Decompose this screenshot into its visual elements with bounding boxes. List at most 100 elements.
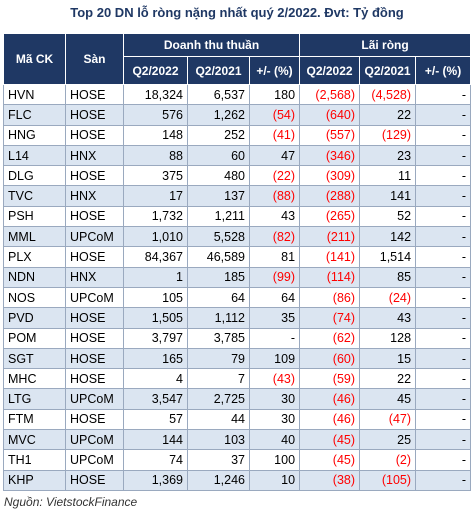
cell-np-q2-2022: (640) — [299, 104, 361, 126]
cell-exchange: UPCoM — [65, 429, 124, 451]
cell-np-q2-2022: (45) — [299, 449, 361, 471]
cell-rev-change: - — [248, 327, 301, 349]
cell-np-change: - — [415, 185, 472, 207]
cell-exchange: UPCoM — [65, 226, 124, 248]
table-row: TVC HNX 17 137 (88) (288) 141- — [3, 185, 472, 207]
loss-table: Mã CK Sàn Doanh thu thuần Lãi ròng Q2/20… — [3, 33, 472, 491]
cell-np-change: - — [415, 347, 472, 370]
table-row: NDN HNX 1 185 (99) (114) 85- — [3, 266, 472, 288]
table-row: HNG HOSE 148 252 (41) (557) (129) - — [3, 124, 472, 146]
cell-rev-q2-2022: 57 — [123, 408, 188, 431]
cell-np-change: - — [415, 469, 472, 491]
header-code: Mã CK — [3, 33, 66, 85]
cell-code: FTM — [3, 408, 66, 431]
cell-rev-change: (43) — [248, 368, 301, 390]
cell-np-q2-2022: (288) — [299, 185, 361, 207]
cell-rev-q2-2021: 37 — [187, 449, 250, 471]
cell-code: PLX — [3, 246, 66, 268]
cell-code: TVC — [3, 185, 66, 207]
cell-rev-q2-2022: 1,732 — [123, 205, 188, 228]
cell-rev-q2-2022: 1,369 — [123, 469, 188, 491]
table-body: HVN HOSE 18,324 6,537 180 (2,568) (4,528) - FLC H… — [3, 83, 472, 491]
cell-np-change: - — [415, 144, 472, 167]
cell-code: KHP — [3, 469, 66, 491]
cell-rev-change: 81 — [248, 246, 301, 268]
cell-np-q2-2021: 11 — [359, 165, 417, 187]
cell-rev-change: 109 — [248, 347, 301, 370]
header-profit-group: Lãi ròng — [299, 33, 472, 57]
cell-np-q2-2022: (62) — [299, 327, 361, 349]
cell-rev-change: 100 — [248, 449, 301, 471]
cell-np-change: - — [415, 165, 472, 187]
table-row: FTM HOSE 57 44 30 (46) (47) - — [3, 408, 472, 431]
cell-np-q2-2021: (2) — [359, 449, 417, 471]
cell-np-change: - — [415, 226, 472, 248]
cell-rev-q2-2021: 5,528 — [187, 226, 250, 248]
cell-rev-change: (54) — [248, 104, 301, 126]
cell-np-q2-2021: 22 — [359, 368, 417, 390]
cell-np-change: - — [415, 388, 472, 410]
cell-rev-q2-2022: 84,367 — [123, 246, 188, 268]
cell-np-q2-2021: (24) — [359, 286, 417, 309]
cell-rev-q2-2021: 1,211 — [187, 205, 250, 228]
cell-rev-q2-2021: 6,537 — [187, 83, 250, 106]
cell-np-change: - — [415, 246, 472, 268]
cell-code: PVD — [3, 307, 66, 329]
cell-np-q2-2021: (4,528) — [359, 83, 417, 106]
cell-code: FLC — [3, 104, 66, 126]
cell-np-q2-2021: 52 — [359, 205, 417, 228]
cell-rev-q2-2022: 88 — [123, 144, 188, 167]
cell-np-q2-2022: (346) — [299, 144, 361, 167]
table-row: HVN HOSE 18,324 6,537 180 (2,568) (4,528) - — [3, 83, 472, 106]
cell-code: MML — [3, 226, 66, 248]
cell-np-q2-2021: 1,514 — [359, 246, 417, 268]
cell-np-change: - — [415, 83, 472, 106]
cell-rev-change: (82) — [248, 226, 301, 248]
cell-rev-q2-2021: 103 — [187, 429, 250, 451]
cell-exchange: HOSE — [65, 327, 124, 349]
cell-np-q2-2021: 25 — [359, 429, 417, 451]
cell-code: TH1 — [3, 449, 66, 471]
cell-np-q2-2021: 22 — [359, 104, 417, 126]
cell-rev-change: (22) — [248, 165, 301, 187]
cell-exchange: UPCoM — [65, 449, 124, 471]
cell-rev-change: 43 — [248, 205, 301, 228]
cell-np-q2-2021: 43 — [359, 307, 417, 329]
header-np-change: +/- (%) — [415, 56, 472, 85]
cell-np-q2-2021: 142 — [359, 226, 417, 248]
table-row: SGT HOSE 165 79 109 (60) 15- — [3, 347, 472, 370]
cell-code: MVC — [3, 429, 66, 451]
cell-rev-change: (88) — [248, 185, 301, 207]
cell-code: LTG — [3, 388, 66, 410]
table-row: MVC UPCoM 144 103 40 (45) 25- — [3, 429, 472, 451]
cell-rev-change: (99) — [248, 266, 301, 288]
cell-np-q2-2022: (114) — [299, 266, 361, 288]
cell-np-change: - — [415, 368, 472, 390]
cell-rev-q2-2021: 3,785 — [187, 327, 250, 349]
cell-exchange: HNX — [65, 266, 124, 288]
cell-rev-change: 30 — [248, 408, 301, 431]
cell-rev-q2-2022: 3,797 — [123, 327, 188, 349]
cell-code: POM — [3, 327, 66, 349]
cell-np-q2-2022: (46) — [299, 408, 361, 431]
cell-rev-q2-2021: 44 — [187, 408, 250, 431]
cell-np-q2-2022: (265) — [299, 205, 361, 228]
cell-rev-q2-2021: 1,246 — [187, 469, 250, 491]
cell-np-change: - — [415, 327, 472, 349]
cell-code: MHC — [3, 368, 66, 390]
cell-code: HNG — [3, 124, 66, 146]
cell-rev-change: 10 — [248, 469, 301, 491]
cell-rev-q2-2022: 18,324 — [123, 83, 188, 106]
table-row: FLC HOSE 576 1,262 (54) (640) 22- — [3, 104, 472, 126]
cell-np-change: - — [415, 429, 472, 451]
cell-np-change: - — [415, 205, 472, 228]
cell-rev-q2-2022: 375 — [123, 165, 188, 187]
cell-rev-change: 47 — [248, 144, 301, 167]
cell-rev-change: 35 — [248, 307, 301, 329]
cell-rev-change: 30 — [248, 388, 301, 410]
cell-rev-change: 180 — [248, 83, 301, 106]
cell-np-q2-2022: (141) — [299, 246, 361, 268]
cell-exchange: HOSE — [65, 307, 124, 329]
cell-rev-q2-2021: 252 — [187, 124, 250, 146]
cell-np-q2-2022: (38) — [299, 469, 361, 491]
